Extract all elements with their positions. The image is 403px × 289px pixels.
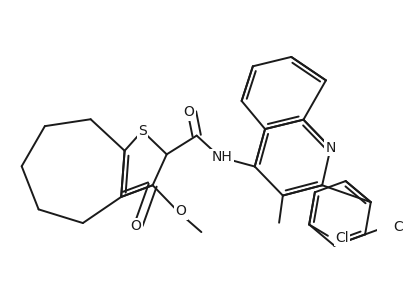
Text: S: S	[138, 124, 147, 138]
Text: NH: NH	[212, 150, 233, 164]
Text: Cl: Cl	[335, 231, 349, 245]
Text: O: O	[184, 105, 195, 119]
Text: Cl: Cl	[393, 220, 403, 234]
Text: O: O	[130, 219, 141, 234]
Text: N: N	[325, 141, 336, 155]
Text: O: O	[175, 204, 186, 218]
